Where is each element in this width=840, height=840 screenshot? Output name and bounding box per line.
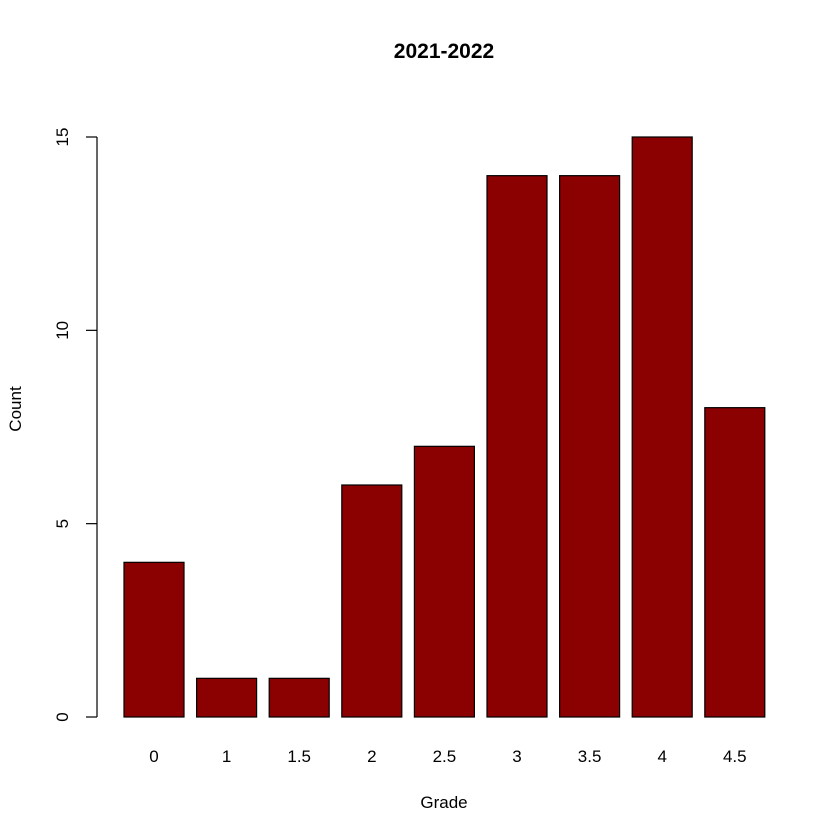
bars-group: [123, 136, 766, 718]
bar-4: [631, 136, 693, 718]
y-tick-label: 10: [53, 321, 72, 340]
bar-2.5: [413, 445, 475, 718]
x-tick-label: 1.5: [287, 747, 311, 766]
bar-4.5: [704, 407, 766, 718]
chart-title: 2021-2022: [394, 40, 494, 63]
y-axis-label: Count: [6, 386, 25, 432]
bar-3.5: [558, 175, 621, 718]
bar-3: [486, 175, 548, 718]
bar-1: [196, 677, 258, 718]
y-axis: 0 5 10 15: [53, 128, 98, 722]
x-tick-label: 1: [222, 747, 231, 766]
x-tick-labels: 0 1 1.5 2 2.5 3 3.5 4 4.5: [149, 747, 746, 766]
y-tick-label: 15: [53, 128, 72, 147]
y-tick-label: 0: [53, 712, 72, 721]
bar-2: [341, 484, 403, 718]
x-tick-label: 3: [512, 747, 521, 766]
x-tick-label: 2: [367, 747, 376, 766]
x-tick-label: 4.5: [723, 747, 747, 766]
x-tick-label: 3.5: [578, 747, 602, 766]
bar-0: [123, 561, 185, 718]
y-tick-label: 5: [53, 519, 72, 528]
x-tick-label: 0: [149, 747, 158, 766]
x-axis-label: Grade: [420, 793, 467, 812]
bar-1.5: [268, 677, 330, 718]
x-tick-label: 4: [657, 747, 666, 766]
x-tick-label: 2.5: [433, 747, 457, 766]
